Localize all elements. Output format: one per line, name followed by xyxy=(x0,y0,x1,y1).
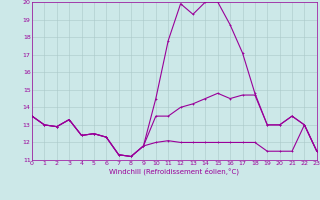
X-axis label: Windchill (Refroidissement éolien,°C): Windchill (Refroidissement éolien,°C) xyxy=(109,168,239,175)
